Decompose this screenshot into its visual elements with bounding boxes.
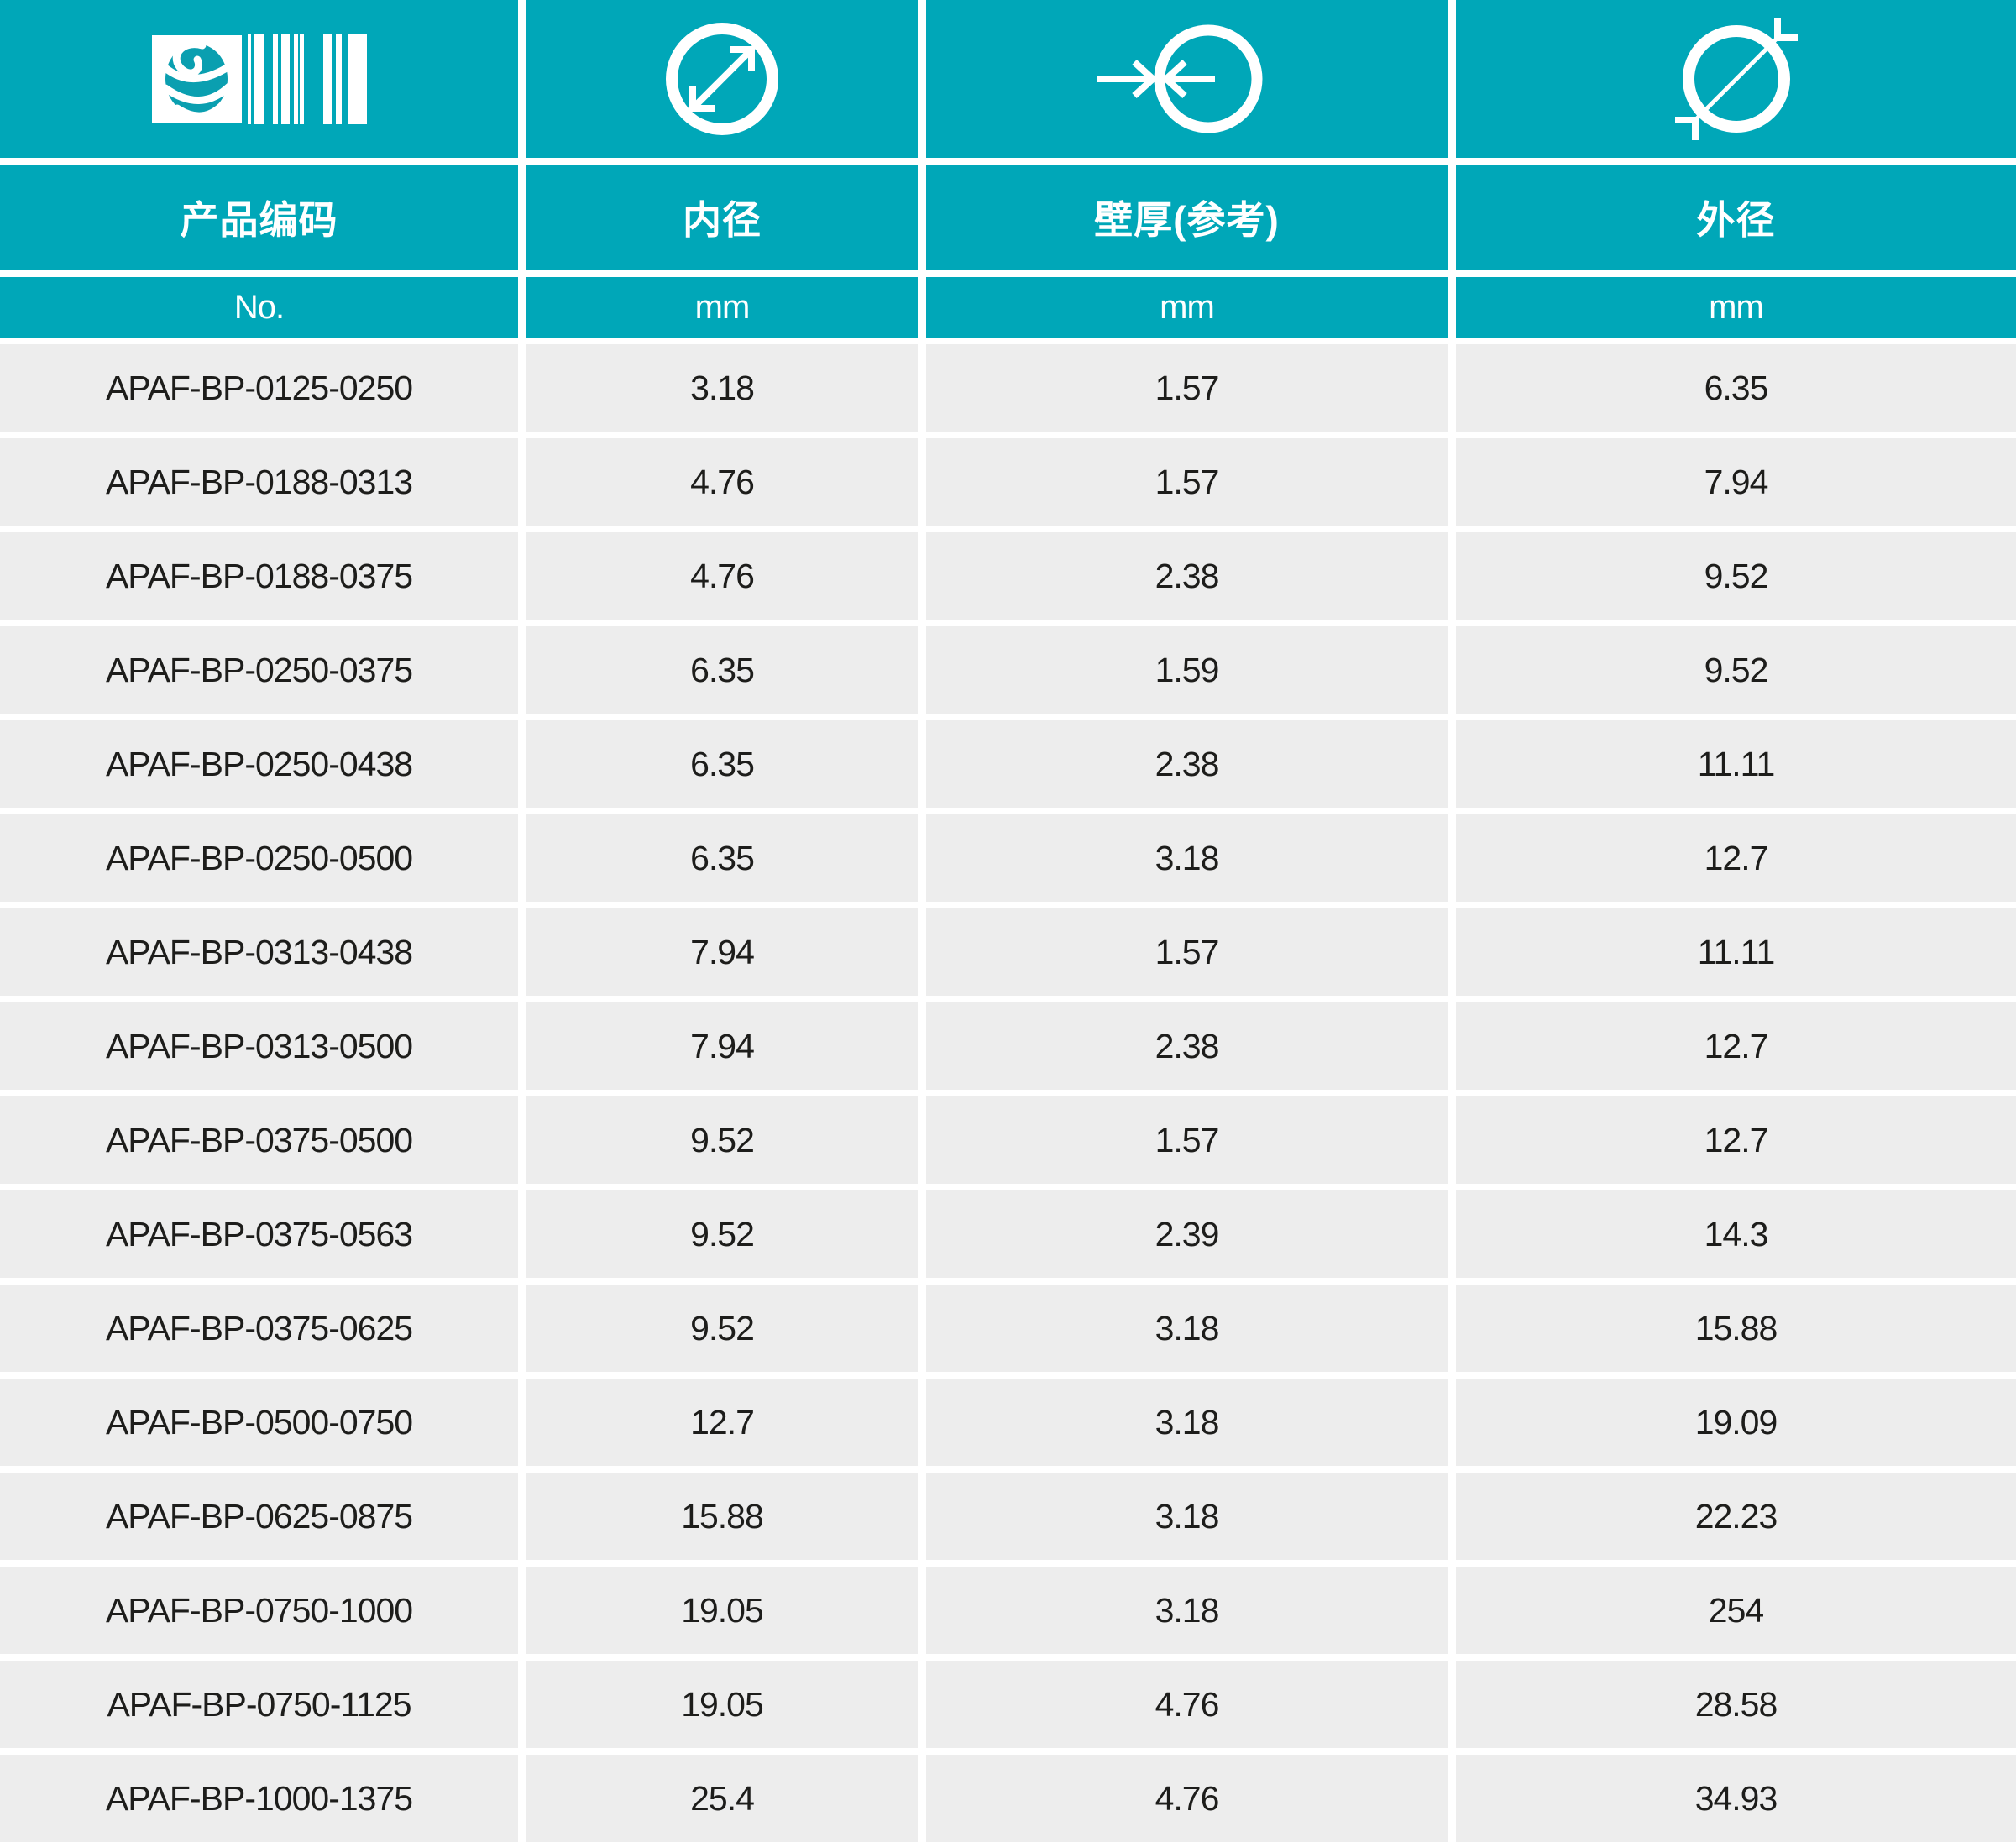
cell-outer-diameter: 15.88 bbox=[1456, 1285, 2016, 1372]
cell-inner-diameter: 25.4 bbox=[526, 1755, 918, 1842]
cell-code: APAF-BP-0375-0625 bbox=[0, 1285, 518, 1372]
unit-product-code: No. bbox=[0, 277, 518, 338]
cell-wall-thickness: 3.18 bbox=[926, 814, 1448, 902]
cell-inner-diameter: 15.88 bbox=[526, 1473, 918, 1560]
cell-inner-diameter: 4.76 bbox=[526, 532, 918, 620]
cell-outer-diameter: 254 bbox=[1456, 1567, 2016, 1654]
cell-outer-diameter: 12.7 bbox=[1456, 1002, 2016, 1090]
header-product-code: 产品编码 bbox=[0, 165, 518, 270]
header-inner-diameter: 内径 bbox=[526, 165, 918, 270]
unit-outer-diameter: mm bbox=[1456, 277, 2016, 338]
cell-wall-thickness: 4.76 bbox=[926, 1661, 1448, 1748]
cell-outer-diameter: 7.94 bbox=[1456, 438, 2016, 526]
logo-cell bbox=[0, 0, 518, 158]
cell-wall-thickness: 1.59 bbox=[926, 626, 1448, 714]
cell-wall-thickness: 1.57 bbox=[926, 1096, 1448, 1184]
cell-outer-diameter: 19.09 bbox=[1456, 1379, 2016, 1466]
cell-wall-thickness: 3.18 bbox=[926, 1285, 1448, 1372]
cell-outer-diameter: 9.52 bbox=[1456, 626, 2016, 714]
cell-outer-diameter: 11.11 bbox=[1456, 720, 2016, 808]
inner-diameter-icon-cell bbox=[526, 0, 918, 158]
cell-wall-thickness: 3.18 bbox=[926, 1379, 1448, 1466]
cell-inner-diameter: 9.52 bbox=[526, 1096, 918, 1184]
cell-code: APAF-BP-0625-0875 bbox=[0, 1473, 518, 1560]
cell-wall-thickness: 1.57 bbox=[926, 438, 1448, 526]
unit-wall-thickness: mm bbox=[926, 277, 1448, 338]
cell-code: APAF-BP-0188-0375 bbox=[0, 532, 518, 620]
header-outer-diameter: 外径 bbox=[1456, 165, 2016, 270]
cell-code: APAF-BP-0750-1125 bbox=[0, 1661, 518, 1748]
cell-code: APAF-BP-0313-0438 bbox=[0, 908, 518, 996]
cell-code: APAF-BP-0375-0563 bbox=[0, 1190, 518, 1278]
cell-outer-diameter: 22.23 bbox=[1456, 1473, 2016, 1560]
wall-thickness-icon bbox=[1097, 24, 1262, 133]
cell-wall-thickness: 3.18 bbox=[926, 1567, 1448, 1654]
cell-code: APAF-BP-0188-0313 bbox=[0, 438, 518, 526]
cell-inner-diameter: 3.18 bbox=[526, 344, 918, 432]
cell-code: APAF-BP-0500-0750 bbox=[0, 1379, 518, 1466]
cell-wall-thickness: 2.38 bbox=[926, 532, 1448, 620]
header-wall-thickness: 壁厚(参考) bbox=[926, 165, 1448, 270]
cell-inner-diameter: 12.7 bbox=[526, 1379, 918, 1466]
cell-wall-thickness: 2.38 bbox=[926, 720, 1448, 808]
cell-wall-thickness: 3.18 bbox=[926, 1473, 1448, 1560]
cell-code: APAF-BP-0250-0375 bbox=[0, 626, 518, 714]
cell-outer-diameter: 28.58 bbox=[1456, 1661, 2016, 1748]
cell-wall-thickness: 1.57 bbox=[926, 344, 1448, 432]
cell-code: APAF-BP-0250-0438 bbox=[0, 720, 518, 808]
cell-inner-diameter: 4.76 bbox=[526, 438, 918, 526]
cell-outer-diameter: 12.7 bbox=[1456, 1096, 2016, 1184]
cell-inner-diameter: 7.94 bbox=[526, 908, 918, 996]
cell-outer-diameter: 9.52 bbox=[1456, 532, 2016, 620]
cell-wall-thickness: 4.76 bbox=[926, 1755, 1448, 1842]
cell-code: APAF-BP-1000-1375 bbox=[0, 1755, 518, 1842]
wall-thickness-icon-cell bbox=[926, 0, 1448, 158]
cell-inner-diameter: 6.35 bbox=[526, 626, 918, 714]
cell-outer-diameter: 11.11 bbox=[1456, 908, 2016, 996]
cell-code: APAF-BP-0250-0500 bbox=[0, 814, 518, 902]
cell-code: APAF-BP-0313-0500 bbox=[0, 1002, 518, 1090]
cell-outer-diameter: 34.93 bbox=[1456, 1755, 2016, 1842]
cell-outer-diameter: 12.7 bbox=[1456, 814, 2016, 902]
inner-diameter-icon bbox=[666, 23, 778, 135]
cell-code: APAF-BP-0375-0500 bbox=[0, 1096, 518, 1184]
cell-outer-diameter: 6.35 bbox=[1456, 344, 2016, 432]
cell-outer-diameter: 14.3 bbox=[1456, 1190, 2016, 1278]
outer-diameter-icon-cell bbox=[1456, 0, 2016, 158]
cell-inner-diameter: 19.05 bbox=[526, 1567, 918, 1654]
cell-inner-diameter: 6.35 bbox=[526, 720, 918, 808]
cell-wall-thickness: 1.57 bbox=[926, 908, 1448, 996]
cell-inner-diameter: 19.05 bbox=[526, 1661, 918, 1748]
cell-code: APAF-BP-0750-1000 bbox=[0, 1567, 518, 1654]
outer-diameter-icon bbox=[1674, 18, 1798, 140]
cell-inner-diameter: 9.52 bbox=[526, 1190, 918, 1278]
cell-wall-thickness: 2.38 bbox=[926, 1002, 1448, 1090]
unit-inner-diameter: mm bbox=[526, 277, 918, 338]
cell-code: APAF-BP-0125-0250 bbox=[0, 344, 518, 432]
cell-wall-thickness: 2.39 bbox=[926, 1190, 1448, 1278]
cell-inner-diameter: 9.52 bbox=[526, 1285, 918, 1372]
cell-inner-diameter: 6.35 bbox=[526, 814, 918, 902]
cell-inner-diameter: 7.94 bbox=[526, 1002, 918, 1090]
brand-globe-barcode-icon bbox=[151, 34, 367, 124]
